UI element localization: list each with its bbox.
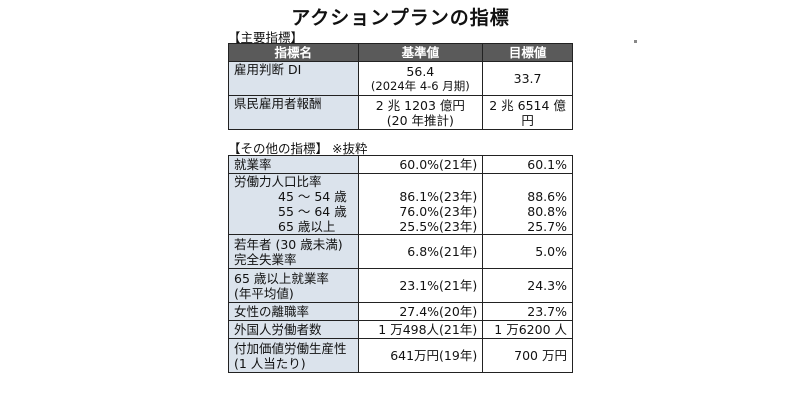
- base-value: 27.4%(20年): [357, 302, 484, 321]
- base-value-item: 86.1%(23年): [399, 189, 478, 204]
- indicator-name: 付加価値労働生産性 (1 人当たり): [228, 338, 359, 373]
- header-indicator: 指標名: [228, 43, 359, 62]
- group-title: 労働力人口比率: [234, 174, 322, 189]
- base-value: 86.1%(23年) 76.0%(23年) 25.5%(23年): [357, 173, 484, 235]
- table-row: 外国人労働者数 1 万498人(21年) 1 万6200 人: [228, 320, 573, 339]
- target-value-item: 25.7%: [527, 219, 567, 234]
- base-value: 23.1%(21年): [357, 268, 484, 303]
- target-value-item: 88.6%: [527, 189, 567, 204]
- target-value: 5.0%: [482, 234, 573, 269]
- base-value-item: 76.0%(23年): [399, 204, 478, 219]
- target-value: 2 兆 6514 億円: [482, 95, 573, 130]
- base-value: 2 兆 1203 億円 (20 年推計): [357, 95, 484, 130]
- header-row: 指標名 基準値 目標値: [228, 43, 573, 62]
- sub-indicator: 45 〜 54 歳: [278, 189, 347, 204]
- main-indicators-label: 【主要指標】: [228, 30, 304, 45]
- table-row: 付加価値労働生産性 (1 人当たり) 641万円(19年) 700 万円: [228, 338, 573, 373]
- indicator-name: 65 歳以上就業率 (年平均値): [228, 268, 359, 303]
- table-row: 雇用判断 DI 56.4 (2024年 4-6 月期) 33.7: [228, 61, 573, 96]
- base-value-item: 25.5%(23年): [399, 219, 478, 234]
- base-value: 60.0%(21年): [357, 155, 484, 174]
- target-value: 23.7%: [482, 302, 573, 321]
- base-value: 56.4 (2024年 4-6 月期): [357, 61, 484, 96]
- indicator-name: 若年者 (30 歳未満) 完全失業率: [228, 234, 359, 269]
- base-value: 641万円(19年): [357, 338, 484, 373]
- sub-indicator: 55 〜 64 歳: [278, 204, 347, 219]
- table-row-group: 労働力人口比率 45 〜 54 歳 55 〜 64 歳 65 歳以上 86.1%…: [228, 173, 573, 235]
- indicator-name: 県民雇用者報酬: [228, 95, 359, 130]
- indicator-name: 雇用判断 DI: [228, 61, 359, 96]
- target-value: 88.6% 80.8% 25.7%: [482, 173, 573, 235]
- header-target: 目標値: [482, 43, 573, 62]
- other-indicators-table: 就業率 60.0%(21年) 60.1% 労働力人口比率 45 〜 54 歳 5…: [228, 155, 573, 373]
- table-row: 就業率 60.0%(21年) 60.1%: [228, 155, 573, 174]
- base-value-main: 56.4: [406, 63, 435, 79]
- table-row: 女性の離職率 27.4%(20年) 23.7%: [228, 302, 573, 321]
- sub-indicator: 65 歳以上: [278, 219, 336, 234]
- base-value: 1 万498人(21年): [357, 320, 484, 339]
- decorative-dot: [634, 40, 637, 43]
- target-value: 1 万6200 人: [482, 320, 573, 339]
- target-value-item: 80.8%: [527, 204, 567, 219]
- base-value: 6.8%(21年): [357, 234, 484, 269]
- indicator-name: 就業率: [228, 155, 359, 174]
- header-base: 基準値: [357, 43, 484, 62]
- base-value-period: (20 年推計): [386, 112, 454, 128]
- table-row: 若年者 (30 歳未満) 完全失業率 6.8%(21年) 5.0%: [228, 234, 573, 269]
- target-value: 33.7: [482, 61, 573, 96]
- main-indicators-table: 指標名 基準値 目標値 雇用判断 DI 56.4 (2024年 4-6 月期) …: [228, 43, 573, 130]
- target-value: 24.3%: [482, 268, 573, 303]
- indicator-name: 外国人労働者数: [228, 320, 359, 339]
- base-value-period: (2024年 4-6 月期): [370, 78, 470, 93]
- indicator-name: 女性の離職率: [228, 302, 359, 321]
- table-row: 県民雇用者報酬 2 兆 1203 億円 (20 年推計) 2 兆 6514 億円: [228, 95, 573, 130]
- other-indicators-label: 【その他の指標】 ※抜粋: [228, 141, 368, 156]
- indicator-name: 労働力人口比率 45 〜 54 歳 55 〜 64 歳 65 歳以上: [228, 173, 359, 235]
- base-value-main: 2 兆 1203 億円: [375, 97, 465, 113]
- page-title: アクションプランの指標: [291, 7, 510, 29]
- target-value: 700 万円: [482, 338, 573, 373]
- table-row: 65 歳以上就業率 (年平均値) 23.1%(21年) 24.3%: [228, 268, 573, 303]
- target-value: 60.1%: [482, 155, 573, 174]
